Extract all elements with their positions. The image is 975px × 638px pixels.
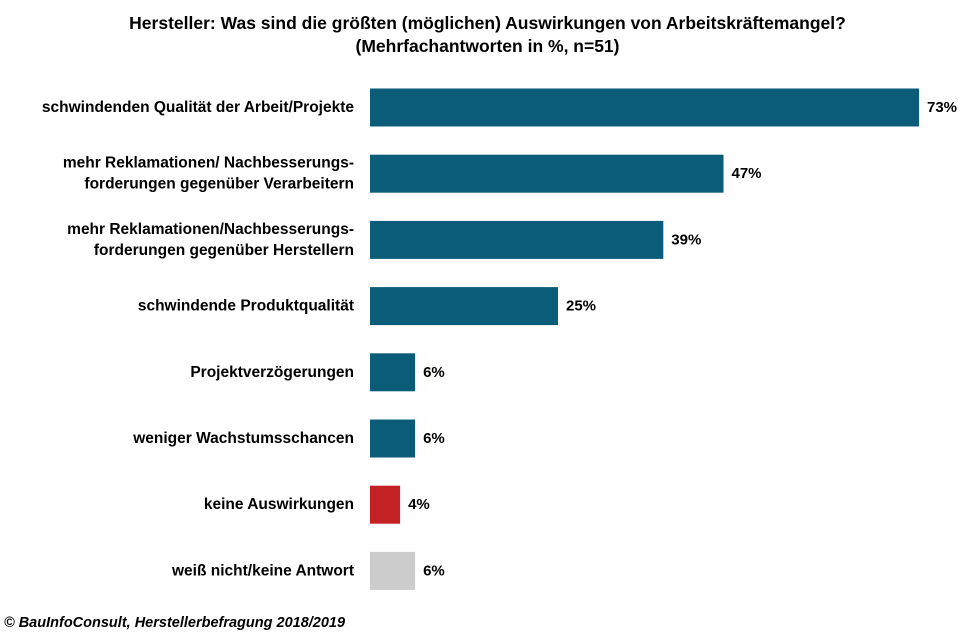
- category-label-line: forderungen gegenüber Verarbeitern: [84, 176, 354, 193]
- category-label-6: keine Auswirkungen: [204, 496, 354, 513]
- value-label-2: 39%: [671, 231, 701, 248]
- value-label-3: 25%: [566, 298, 596, 315]
- category-label-2: mehr Reklamationen/Nachbesserungs-forder…: [67, 221, 354, 259]
- value-label-7: 6%: [423, 562, 445, 579]
- category-label-line: weniger Wachstumsschancen: [132, 430, 354, 447]
- bar-2: [370, 220, 664, 259]
- category-label-line: mehr Reklamationen/Nachbesserungs-: [67, 221, 354, 238]
- bar-3: [370, 287, 558, 326]
- category-label-line: forderungen gegenüber Herstellern: [94, 242, 354, 259]
- category-label-4: Projektverzögerungen: [190, 364, 354, 381]
- category-label-line: schwindende Produktqualität: [138, 298, 354, 315]
- bar-1: [370, 154, 724, 193]
- source-footer: © BauInfoConsult, Herstellerbefragung 20…: [4, 615, 346, 631]
- category-label-line: keine Auswirkungen: [204, 496, 354, 513]
- value-label-4: 6%: [423, 364, 445, 381]
- category-label-line: mehr Reklamationen/ Nachbesserungs-: [63, 155, 354, 172]
- chart-title-line-2: (Mehrfachantworten in %, n=51): [355, 36, 620, 56]
- value-label-6: 4%: [408, 496, 430, 513]
- value-label-1: 47%: [732, 165, 762, 182]
- bar-7: [370, 551, 416, 590]
- chart-title-line-1: Hersteller: Was sind die größten (möglic…: [129, 13, 846, 33]
- bar-4: [370, 353, 416, 392]
- bar-5: [370, 419, 416, 458]
- category-label-line: Projektverzögerungen: [190, 364, 354, 381]
- value-label-5: 6%: [423, 430, 445, 447]
- category-label-line: schwindenden Qualität der Arbeit/Projekt…: [42, 99, 354, 116]
- category-label-3: schwindende Produktqualität: [138, 298, 354, 315]
- category-label-1: mehr Reklamationen/ Nachbesserungs-forde…: [63, 155, 354, 193]
- chart-title: Hersteller: Was sind die größten (möglic…: [0, 12, 975, 58]
- category-label-line: weiß nicht/keine Antwort: [171, 562, 354, 579]
- category-label-7: weiß nicht/keine Antwort: [171, 562, 354, 579]
- category-label-5: weniger Wachstumsschancen: [132, 430, 354, 447]
- category-label-0: schwindenden Qualität der Arbeit/Projekt…: [42, 99, 354, 116]
- bar-6: [370, 485, 401, 524]
- value-label-0: 73%: [927, 99, 957, 116]
- bar-0: [370, 88, 919, 127]
